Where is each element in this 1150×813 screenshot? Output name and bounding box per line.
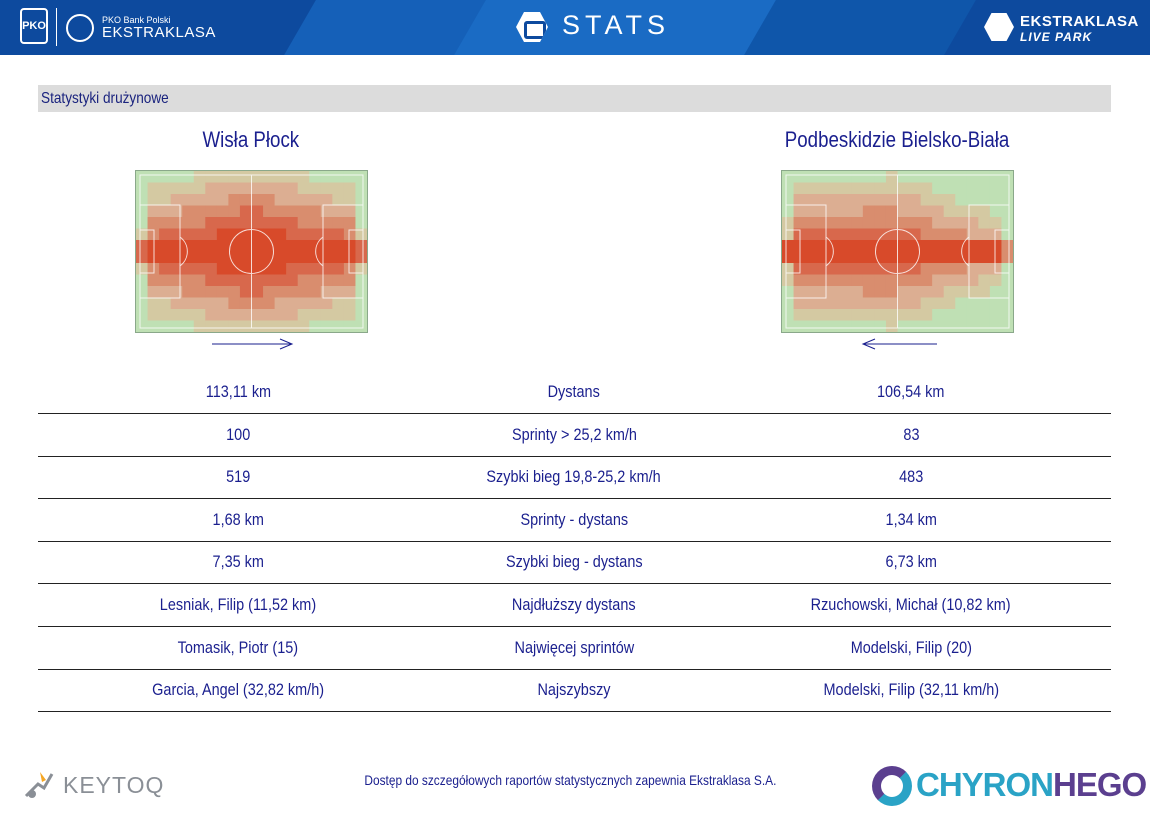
row-divider <box>38 413 1111 414</box>
live-park-subbrand: LIVE PARK <box>1020 30 1093 44</box>
stats-row: Tomasik, Piotr (15) Najwięcej sprintów Mod… <box>38 627 1111 670</box>
section-title: Statystyki drużynowe <box>41 90 169 107</box>
live-park-logo-icon <box>984 13 1014 41</box>
row-divider <box>38 498 1111 499</box>
attack-direction-right-icon <box>212 338 294 350</box>
away-value: 6,73 km <box>885 552 937 571</box>
home-value: 519 <box>225 467 251 486</box>
home-value: 7,35 km <box>212 552 264 571</box>
stat-label: Dystans <box>547 382 601 401</box>
stat-label: Najwięcej sprintów <box>514 638 634 657</box>
away-value: 1,34 km <box>885 510 937 529</box>
chyronhego-brand: CHYRONHEGO <box>916 766 1147 803</box>
away-value: Modelski, Filip (20) <box>850 638 972 657</box>
ekstraklasa-logo-icon <box>66 14 94 42</box>
brand-name: EKSTRAKLASA <box>102 24 216 41</box>
stats-row: 1,68 km Sprinty - dystans 1,34 km <box>38 499 1111 542</box>
stat-label: Szybki bieg 19,8-25,2 km/h <box>486 467 662 486</box>
away-value: Modelski, Filip (32,11 km/h) <box>823 680 999 699</box>
away-value: 483 <box>898 467 924 486</box>
stats-row: 113,11 km Dystans 106,54 km <box>38 371 1111 414</box>
stat-label: Sprinty > 25,2 km/h <box>511 425 637 444</box>
home-value: Lesniak, Filip (11,52 km) <box>159 595 317 614</box>
stats-row: 7,35 km Szybki bieg - dystans 6,73 km <box>38 541 1111 584</box>
home-value: Tomasik, Piotr (15) <box>177 638 299 657</box>
brand-sponsor-label: PKO Bank Polski <box>102 15 171 25</box>
home-value: 113,11 km <box>205 382 271 401</box>
away-value: 106,54 km <box>877 382 945 401</box>
pko-logo-icon: PKO <box>20 8 48 44</box>
top-banner: PKO PKO Bank Polski EKSTRAKLASA STATS EK… <box>0 0 1150 55</box>
home-team-name: Wisła Płock <box>202 127 300 152</box>
stat-label: Najdłuższy dystans <box>512 595 636 614</box>
footer-note: Dostęp do szczegółowych raportów statyst… <box>363 772 777 788</box>
away-team-name: Podbeskidzie Bielsko-Biała <box>784 127 1010 152</box>
row-divider <box>38 669 1111 670</box>
section-header: Statystyki drużynowe <box>38 85 1111 112</box>
live-park-brand: EKSTRAKLASA <box>1020 13 1139 30</box>
stat-label: Najszybszy <box>537 680 611 699</box>
stats-row: Garcia, Angel (32,82 km/h) Najszybszy Mode… <box>38 669 1111 712</box>
home-value: 1,68 km <box>212 510 264 529</box>
chyronhego-logo-icon <box>872 766 912 806</box>
row-divider <box>38 583 1111 584</box>
divider <box>56 8 57 46</box>
row-divider <box>38 711 1111 712</box>
away-value: 83 <box>902 425 920 444</box>
stats-row: Lesniak, Filip (11,52 km) Najdłuższy dyst… <box>38 584 1111 627</box>
row-divider <box>38 541 1111 542</box>
stat-label: Szybki bieg - dystans <box>505 552 643 571</box>
stat-label: Sprinty - dystans <box>520 510 628 529</box>
stats-title: STATS <box>562 10 671 40</box>
home-value: 100 <box>225 425 251 444</box>
away-value: Rzuchowski, Michał (10,82 km) <box>811 595 1011 614</box>
banner-decoration <box>744 0 976 55</box>
away-heatmap <box>781 170 1014 333</box>
stats-row: 519 Szybki bieg 19,8-25,2 km/h 483 <box>38 456 1111 499</box>
keytoq-brand: KEYTOQ <box>63 772 165 798</box>
stats-row: 100 Sprinty > 25,2 km/h 83 <box>38 414 1111 457</box>
row-divider <box>38 626 1111 627</box>
row-divider <box>38 456 1111 457</box>
attack-direction-left-icon <box>861 338 937 350</box>
home-value: Garcia, Angel (32,82 km/h) <box>152 680 324 699</box>
home-heatmap <box>135 170 368 333</box>
keytoq-logo-icon <box>24 772 54 798</box>
